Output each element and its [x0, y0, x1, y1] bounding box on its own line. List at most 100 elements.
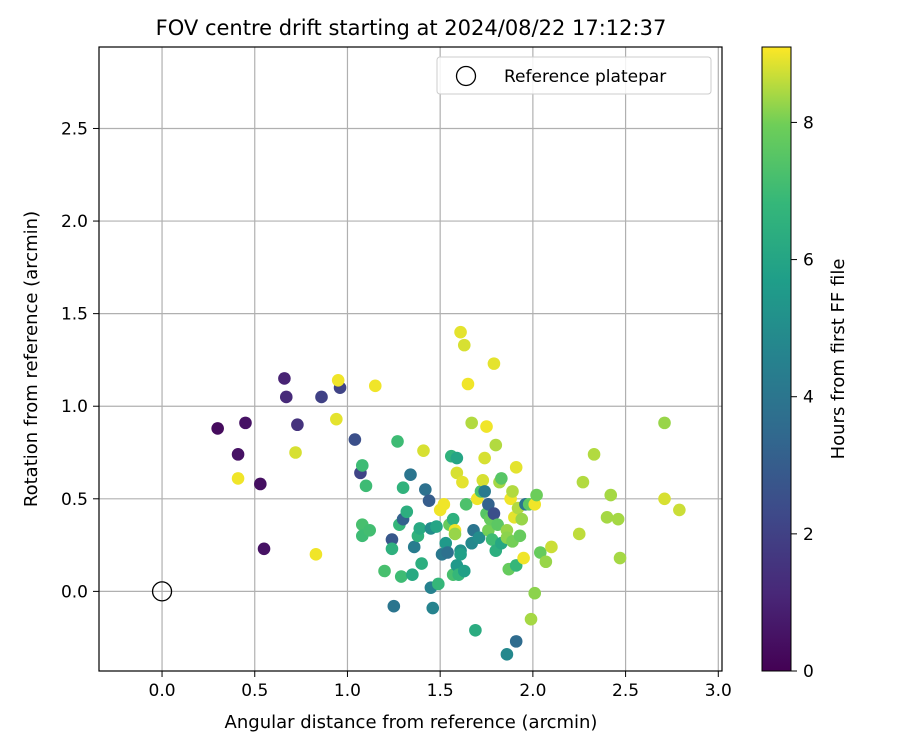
data-point	[400, 505, 414, 519]
data-point	[254, 477, 267, 491]
colorbar-tick-label: 2	[803, 525, 814, 545]
data-point	[500, 648, 514, 661]
data-point	[422, 494, 436, 507]
legend: Reference platepar	[436, 56, 712, 95]
data-point	[315, 390, 328, 404]
data-point	[482, 498, 495, 511]
data-point	[517, 551, 530, 565]
data-point	[363, 523, 377, 537]
data-point	[515, 512, 529, 526]
data-point	[454, 548, 467, 561]
colorbar: 0 2 4 6 8 Hours from first FF file	[761, 46, 849, 682]
data-point	[489, 438, 503, 452]
colorbar-tick-label: 8	[803, 113, 814, 133]
data-point	[572, 527, 586, 541]
data-point	[279, 390, 293, 404]
data-point	[239, 416, 252, 430]
data-point	[476, 473, 490, 487]
data-point	[478, 485, 491, 498]
data-point	[456, 475, 469, 489]
data-point	[491, 518, 504, 532]
data-point	[309, 548, 323, 561]
data-point	[387, 599, 401, 613]
data-point	[487, 357, 501, 370]
y-tick-label: 1.0	[61, 397, 88, 417]
data-point	[359, 479, 373, 493]
data-point	[385, 542, 399, 556]
data-point	[613, 551, 627, 565]
data-point	[211, 422, 224, 435]
data-point	[415, 557, 428, 570]
data-point	[385, 533, 399, 546]
legend-box	[436, 56, 712, 95]
colorbar-label: Hours from first FF file	[828, 259, 849, 460]
data-point	[450, 451, 464, 465]
colorbar-tick-label: 0	[803, 662, 814, 682]
data-point	[480, 420, 493, 433]
y-tick-label: 2.0	[61, 212, 88, 232]
y-tick-label: 0.0	[61, 582, 88, 602]
data-point	[457, 564, 471, 578]
y-tick-label: 0.5	[61, 490, 88, 510]
data-point	[231, 448, 245, 461]
data-point	[432, 577, 445, 591]
reference-platepar-marker	[151, 581, 173, 602]
data-point	[331, 373, 345, 387]
data-point	[378, 564, 391, 578]
plot-frame	[98, 46, 723, 672]
data-point	[426, 601, 440, 615]
data-point	[658, 416, 671, 430]
data-point	[524, 612, 538, 626]
data-point	[461, 377, 475, 391]
data-point	[506, 485, 519, 498]
data-point	[394, 570, 408, 583]
y-axis-ticks: 0.0 0.5 1.0 1.5 2.0 2.5	[61, 119, 99, 602]
data-point	[413, 522, 427, 535]
colorbar-ticks: 0 2 4 6 8	[791, 113, 814, 682]
data-point	[472, 531, 486, 544]
data-point	[446, 512, 460, 526]
plot-area	[99, 47, 722, 671]
data-point	[457, 338, 471, 352]
data-point	[417, 444, 430, 457]
data-point	[495, 472, 508, 485]
data-point	[587, 448, 601, 461]
data-point	[450, 466, 464, 480]
data-point	[406, 568, 419, 582]
reference-marker	[151, 581, 173, 602]
colorbar-tick-label: 4	[803, 388, 814, 408]
chart-title: FOV centre drift starting at 2024/08/22 …	[156, 16, 667, 40]
x-tick-label: 2.0	[519, 681, 546, 701]
data-point	[448, 527, 462, 541]
x-tick-label: 0.5	[241, 681, 268, 701]
data-point	[419, 483, 432, 496]
data-point	[396, 481, 410, 494]
x-tick-label: 1.0	[334, 681, 361, 701]
grid-lines	[99, 47, 722, 671]
data-point	[404, 468, 417, 482]
data-point	[231, 472, 245, 485]
data-point	[487, 507, 501, 520]
x-axis-ticks: 0.0 0.5 1.0 1.5 2.0 2.5 3.0	[149, 671, 732, 701]
data-point	[437, 498, 451, 511]
data-point	[478, 451, 491, 465]
data-point	[430, 520, 443, 533]
data-point	[673, 503, 686, 517]
x-tick-label: 3.0	[705, 681, 732, 701]
colorbar-tick-label: 6	[803, 251, 814, 271]
data-point	[391, 435, 404, 448]
data-point	[291, 418, 304, 432]
data-points	[211, 325, 686, 661]
data-point	[465, 416, 478, 430]
data-point	[530, 488, 543, 502]
y-axis-label: Rotation from reference (arcmin)	[21, 211, 42, 507]
y-tick-label: 1.5	[61, 305, 88, 325]
data-point	[509, 635, 523, 648]
data-point	[509, 461, 523, 474]
data-point	[289, 446, 302, 459]
x-tick-label: 0.0	[149, 681, 176, 701]
data-point	[600, 511, 614, 524]
legend-label: Reference platepar	[504, 67, 666, 87]
data-point	[330, 412, 343, 426]
data-point	[528, 586, 542, 600]
